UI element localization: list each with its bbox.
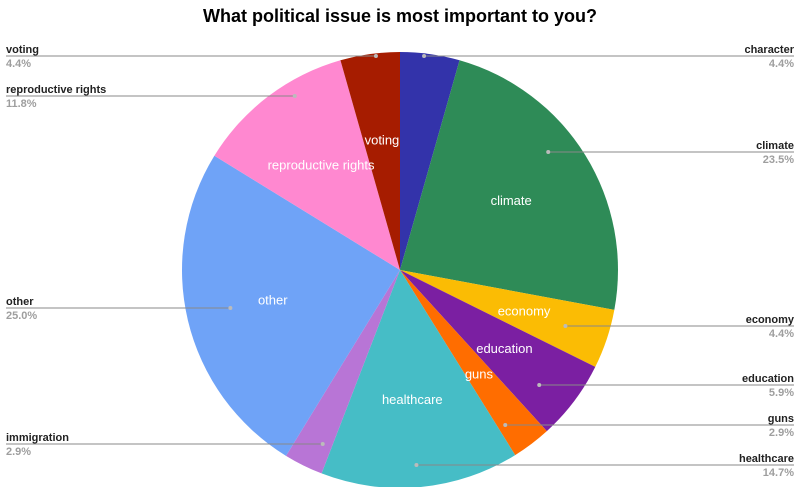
slice-guns xyxy=(400,270,547,456)
slice-climate xyxy=(400,60,618,310)
callout-education: education 5.9% xyxy=(537,373,794,399)
svg-text:14.7%: 14.7% xyxy=(763,467,794,479)
slice-label-reproductive-rights: reproductive rights xyxy=(268,158,375,173)
svg-text:education: education xyxy=(742,373,794,385)
svg-text:4.4%: 4.4% xyxy=(6,58,31,70)
callout-other: other 25.0% xyxy=(6,296,233,322)
svg-text:5.9%: 5.9% xyxy=(769,387,794,399)
chart-title: What political issue is most important t… xyxy=(202,6,598,26)
callout-climate: climate 23.5% xyxy=(546,140,794,166)
slice-reproductive-rights xyxy=(214,60,400,271)
slice-label-guns: guns xyxy=(465,366,494,381)
callout-voting: voting 4.4% xyxy=(6,44,378,70)
svg-text:25.0%: 25.0% xyxy=(6,310,37,322)
slice-other xyxy=(182,155,400,456)
callout-labels: character 4.4% climate 23.5% economy 4.4% educ… xyxy=(6,44,795,479)
svg-text:2.9%: 2.9% xyxy=(6,446,31,458)
svg-text:other: other xyxy=(6,296,34,308)
svg-text:voting: voting xyxy=(6,44,39,56)
slice-label-education: education xyxy=(476,341,532,356)
callout-reproductive-rights: reproductive rights 11.8% xyxy=(6,84,297,110)
slice-inner-labels: climate economy education guns healthcare oth… xyxy=(258,132,551,407)
callout-healthcare: healthcare 14.7% xyxy=(414,453,794,479)
slice-economy xyxy=(400,270,615,367)
svg-text:economy: economy xyxy=(746,314,795,326)
callout-character: character 4.4% xyxy=(422,44,795,70)
slice-label-economy: economy xyxy=(498,303,551,318)
callout-economy: economy 4.4% xyxy=(563,314,795,340)
slice-label-climate: climate xyxy=(491,193,532,208)
svg-text:4.4%: 4.4% xyxy=(769,58,794,70)
svg-text:4.4%: 4.4% xyxy=(769,328,794,340)
callout-guns: guns 2.9% xyxy=(503,413,794,439)
slice-label-other: other xyxy=(258,292,288,307)
pie-slices xyxy=(182,52,618,487)
slice-voting xyxy=(340,52,400,270)
slice-character xyxy=(400,52,460,270)
slice-label-healthcare: healthcare xyxy=(382,392,443,407)
svg-text:healthcare: healthcare xyxy=(739,453,794,465)
callout-immigration: immigration 2.9% xyxy=(6,432,325,458)
svg-text:23.5%: 23.5% xyxy=(763,154,794,166)
slice-education xyxy=(400,270,596,432)
svg-text:2.9%: 2.9% xyxy=(769,427,794,439)
slice-immigration xyxy=(285,270,400,474)
svg-text:character: character xyxy=(744,44,794,56)
svg-text:immigration: immigration xyxy=(6,432,69,444)
slice-healthcare xyxy=(321,270,516,487)
svg-text:climate: climate xyxy=(756,140,794,152)
svg-text:reproductive rights: reproductive rights xyxy=(6,84,106,96)
slice-label-voting: voting xyxy=(365,132,400,147)
svg-text:guns: guns xyxy=(768,413,794,425)
svg-text:11.8%: 11.8% xyxy=(6,98,37,110)
